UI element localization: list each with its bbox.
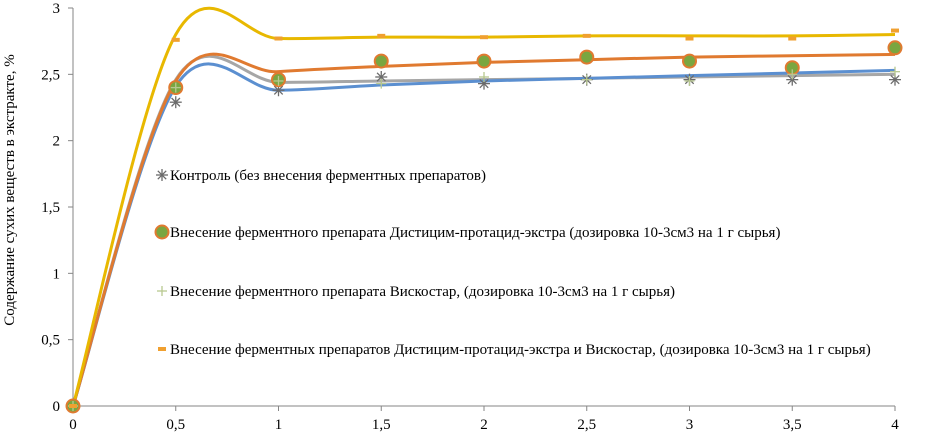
data-point <box>171 37 180 42</box>
y-tick-label: 2 <box>53 134 61 150</box>
data-point <box>158 347 166 351</box>
y-tick-label: 1 <box>53 266 61 282</box>
x-tick-label: 0 <box>69 417 77 433</box>
data-point <box>890 66 900 77</box>
x-tick-label: 4 <box>891 417 899 433</box>
data-point <box>480 35 488 40</box>
data-point <box>582 33 591 38</box>
y-axis-label: Содержание сухих веществ в экстракте, % <box>2 54 18 325</box>
data-point <box>788 36 797 41</box>
data-point <box>786 73 799 86</box>
data-point <box>274 36 283 41</box>
x-tick-label: 3,5 <box>783 417 802 433</box>
data-point <box>579 49 595 65</box>
data-point <box>887 40 903 56</box>
data-point <box>685 36 694 41</box>
y-tick-label: 2,5 <box>41 67 60 83</box>
trend-line <box>71 6 896 407</box>
data-point <box>891 28 899 33</box>
data-point <box>376 78 387 89</box>
data-point <box>154 224 170 240</box>
data-point <box>787 69 798 80</box>
x-tick-label: 0,5 <box>166 417 185 433</box>
legend-item: Внесение ферментного препарата Вискостар… <box>157 284 675 300</box>
data-point <box>156 169 168 181</box>
data-point <box>373 53 389 69</box>
data-point <box>169 96 182 109</box>
legend-label: Внесение ферментных препаратов Дистицим-… <box>170 342 871 358</box>
x-tick-label: 2,5 <box>577 417 596 433</box>
data-point <box>479 71 489 82</box>
data-point <box>684 75 695 86</box>
legend: Контроль (без внесения ферментных препар… <box>154 168 871 358</box>
trend-line <box>71 62 896 407</box>
legend-item: Внесение ферментных препаратов Дистицим-… <box>158 342 871 358</box>
y-tick-label: 0,5 <box>41 333 60 349</box>
legend-item: Внесение ферментного препарата Дистицим-… <box>154 224 780 241</box>
x-tick-label: 3 <box>686 417 694 433</box>
axes: 0 0,5 1 1,5 2 2,5 3 3,5 4 0 0,5 1 1,5 2 2,5 3 <box>41 1 899 433</box>
data-point <box>69 404 77 408</box>
y-tick-label: 1,5 <box>41 200 60 216</box>
data-point <box>377 33 386 38</box>
data-point <box>273 75 284 86</box>
x-tick-label: 1,5 <box>372 417 391 433</box>
data-point <box>476 53 492 69</box>
y-tick-label: 0 <box>53 399 61 415</box>
x-tick-label: 2 <box>480 417 488 433</box>
legend-label: Внесение ферментного препарата Дистицим-… <box>170 225 780 241</box>
data-point <box>157 286 167 296</box>
y-tick-label: 3 <box>53 1 61 17</box>
legend-label: Контроль (без внесения ферментных препар… <box>170 168 486 184</box>
legend-label: Внесение ферментного препарата Вискостар… <box>170 284 675 300</box>
data-point <box>682 53 697 69</box>
data-point <box>170 82 181 93</box>
data-points <box>65 28 903 414</box>
legend-item: Контроль (без внесения ферментных препар… <box>156 168 486 184</box>
data-point <box>581 74 592 85</box>
x-tick-label: 1 <box>275 417 283 433</box>
